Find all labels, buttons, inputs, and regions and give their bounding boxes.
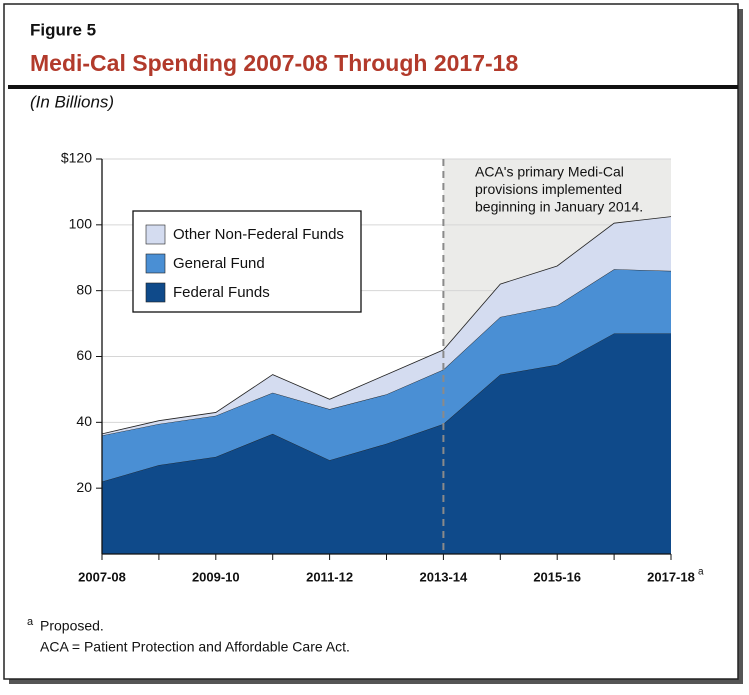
legend-swatch xyxy=(145,224,166,245)
x-tick-label: 2009-10 xyxy=(192,569,240,584)
abbreviation-note: ACA = Patient Protection and Affordable … xyxy=(40,639,350,655)
y-tick-label: 60 xyxy=(76,347,92,363)
annotation: beginning in January 2014. xyxy=(475,199,643,215)
y-tick-label: 20 xyxy=(76,479,92,495)
title: Medi-Cal Spending 2007-08 Through 2017-1… xyxy=(30,50,518,76)
legend-swatch xyxy=(145,253,166,274)
figure-label: Figure 5 xyxy=(30,20,96,39)
legend: Other Non-Federal Funds General Fund Feder… xyxy=(132,210,362,313)
footnote: Proposed. xyxy=(40,618,104,634)
legend-label: Federal Funds xyxy=(173,284,270,301)
title-rule xyxy=(8,85,738,89)
legend-box xyxy=(132,210,362,313)
plot: 20 40 60 80 100 $120 ACA's primary Medi-Calpro… xyxy=(61,150,704,585)
y-tick-label: 80 xyxy=(76,281,92,297)
x-label-note: a xyxy=(698,567,704,578)
x-tick-label: 2011-12 xyxy=(306,569,353,584)
legend-swatch xyxy=(145,282,166,303)
footnote-mark: a xyxy=(27,616,34,628)
y-tick-label: 100 xyxy=(69,216,93,232)
y-tick-label: 40 xyxy=(76,413,92,429)
x-tick-label: 2015-16 xyxy=(533,569,581,584)
area xyxy=(102,216,671,436)
area xyxy=(102,269,671,482)
y-tick-label: $120 xyxy=(61,150,92,166)
legend-label: Other Non-Federal Funds xyxy=(173,226,344,243)
x-tick-label: 2007-08 xyxy=(78,569,126,584)
subtitle: (In Billions) xyxy=(30,92,114,111)
area-edge xyxy=(101,216,672,435)
annotation: ACA's primary Medi-Cal xyxy=(475,164,624,180)
x-tick-label: 2017-18 xyxy=(647,569,695,584)
legend-label: General Fund xyxy=(173,255,265,272)
x-tick-label: 2013-14 xyxy=(420,569,468,584)
annotation: provisions implemented xyxy=(475,181,622,197)
